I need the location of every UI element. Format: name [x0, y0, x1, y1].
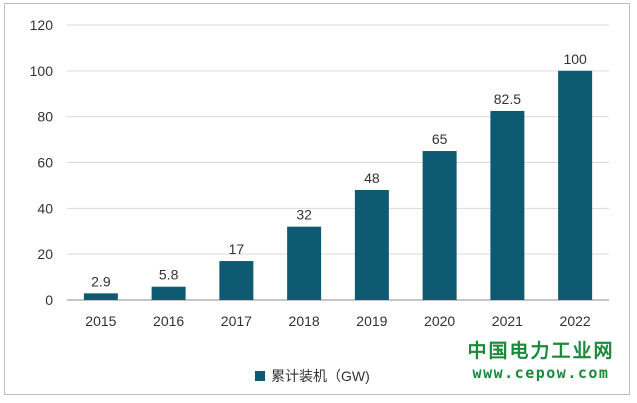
data-label: 17	[229, 241, 245, 257]
legend-label: 累计装机（GW)	[271, 368, 370, 384]
x-tick-label: 2017	[221, 313, 252, 329]
x-tick-label: 2022	[560, 313, 591, 329]
y-tick-label: 80	[37, 109, 53, 125]
bar-2022	[558, 70, 593, 300]
watermark-title: 中国电力工业网	[467, 340, 615, 362]
bar-2020	[422, 151, 457, 300]
y-tick-label: 100	[30, 63, 54, 79]
x-tick-label: 2018	[289, 313, 320, 329]
y-tick-label: 60	[37, 155, 53, 171]
bar-2015	[83, 293, 118, 300]
watermark-url: www.cepow.com	[472, 364, 610, 382]
data-label: 82.5	[494, 91, 521, 107]
data-label: 48	[364, 170, 380, 186]
legend: 累计装机（GW)	[255, 366, 370, 386]
bar-chart: 0 20 40 60 80 100 120 2.9 2015 5.8 2016 17 2017 32 201…	[30, 17, 609, 329]
y-tick-label: 20	[37, 246, 53, 262]
y-tick-label: 0	[45, 292, 53, 308]
data-label: 32	[296, 207, 312, 223]
y-tick-label: 40	[37, 200, 53, 216]
bar-2017	[219, 261, 254, 300]
x-tick-label: 2021	[492, 313, 523, 329]
bar-2019	[354, 190, 389, 300]
legend-swatch	[255, 371, 265, 381]
chart-frame: 0 20 40 60 80 100 120 2.9 2015 5.8 2016 17 2017 32 201…	[4, 3, 630, 395]
data-label: 65	[432, 131, 448, 147]
bar-2021	[490, 110, 525, 300]
y-tick-label: 120	[30, 17, 54, 33]
x-tick-label: 2016	[153, 313, 184, 329]
data-label: 100	[563, 51, 587, 67]
x-tick-label: 2020	[424, 313, 455, 329]
bar-2016	[151, 286, 186, 300]
x-tick-label: 2015	[85, 313, 116, 329]
x-tick-label: 2019	[356, 313, 387, 329]
watermark: 中国电力工业网 www.cepow.com	[451, 339, 631, 383]
bar-2018	[287, 226, 322, 300]
data-label: 5.8	[159, 267, 179, 283]
data-label: 2.9	[91, 273, 111, 289]
